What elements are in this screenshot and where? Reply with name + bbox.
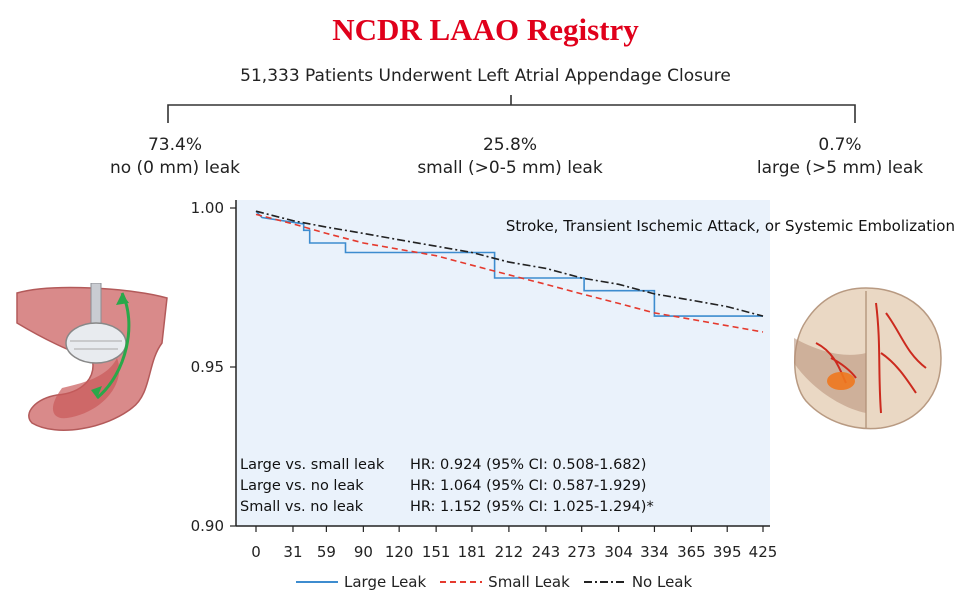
series-layer <box>255 210 764 333</box>
legend-label: Large Leak <box>344 573 427 591</box>
chart-legend: Large Leak Small Leak No Leak <box>296 573 706 591</box>
x-tick-label: 120 <box>385 543 414 561</box>
y-tick-label: 1.00 <box>191 199 224 217</box>
chart-title: Stroke, Transient Ischemic Attack, or Sy… <box>506 217 955 235</box>
x-tick-label: 243 <box>532 543 561 561</box>
legend-item-small: Small Leak <box>440 573 570 591</box>
y-tick-label: 0.95 <box>191 358 224 376</box>
x-tick-label: 304 <box>604 543 633 561</box>
x-tick-label: 334 <box>640 543 669 561</box>
hr-comparison: Large vs. no leak <box>240 478 364 494</box>
group-pct: 25.8% <box>482 135 537 155</box>
hr-value: HR: 1.152 (95% CI: 1.025-1.294)* <box>410 499 654 515</box>
x-tick-label: 395 <box>713 543 742 561</box>
group-no-leak: 73.4% no (0 mm) leak <box>80 134 270 180</box>
hazard-ratio-table: Large vs. small leak HR: 0.924 (95% CI: 0… <box>240 455 654 518</box>
y-tick-label: 0.90 <box>191 517 224 535</box>
group-small-leak: 25.8% small (>0-5 mm) leak <box>390 134 630 180</box>
x-tick-label: 181 <box>458 543 487 561</box>
plot-area <box>236 200 770 526</box>
series-line-small-leak <box>255 213 764 333</box>
hr-row: Large vs. no leak HR: 1.064 (95% CI: 0.58… <box>240 476 654 497</box>
group-label: no (0 mm) leak <box>109 158 241 178</box>
x-tick-label: 273 <box>567 543 596 561</box>
series-line-large-leak <box>255 210 763 317</box>
group-bracket <box>167 95 856 123</box>
legend-item-none: No Leak <box>583 573 693 591</box>
group-label: small (>0-5 mm) leak <box>417 158 603 178</box>
x-tick-label: 59 <box>317 543 336 561</box>
group-large-leak: 0.7% large (>5 mm) leak <box>740 134 940 180</box>
hr-comparison: Small vs. no leak <box>240 499 364 515</box>
legend-swatch-large <box>296 581 338 583</box>
axes: 0.90 0.95 1.00 0 31 59 90 120 151 181 212 243 273 304… <box>191 199 778 561</box>
series-line-no-leak <box>255 210 764 317</box>
legend-item-large: Large Leak <box>296 573 426 591</box>
hr-row: Small vs. no leak HR: 1.152 (95% CI: 1.02… <box>240 497 654 518</box>
x-tick-label: 365 <box>677 543 706 561</box>
x-tick-label: 425 <box>749 543 778 561</box>
x-tick-label: 31 <box>283 543 302 561</box>
legend-swatch-small <box>440 581 483 583</box>
hr-row: Large vs. small leak HR: 0.924 (95% CI: 0… <box>240 455 654 476</box>
hr-value: HR: 0.924 (95% CI: 0.508-1.682) <box>410 457 647 473</box>
x-tick-label: 90 <box>354 543 373 561</box>
x-tick-label: 0 <box>251 543 261 561</box>
group-pct: 0.7% <box>818 135 862 155</box>
group-pct: 73.4% <box>147 135 202 155</box>
group-label: large (>5 mm) leak <box>756 158 924 178</box>
legend-label: No Leak <box>631 573 693 591</box>
legend-swatch-none <box>583 581 626 583</box>
legend-label: Small Leak <box>488 573 570 591</box>
hr-comparison: Large vs. small leak <box>240 457 385 473</box>
x-tick-label: 151 <box>422 543 451 561</box>
subtitle: 51,333 Patients Underwent Left Atrial Ap… <box>240 66 731 86</box>
brain-illustration <box>794 287 942 430</box>
x-tick-label: 212 <box>495 543 524 561</box>
heart-appendage-illustration <box>16 283 168 431</box>
hr-value: HR: 1.064 (95% CI: 0.587-1.929) <box>410 478 647 494</box>
page-title: NCDR LAAO Registry <box>332 12 639 47</box>
